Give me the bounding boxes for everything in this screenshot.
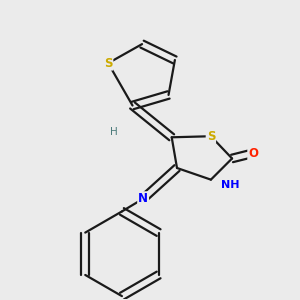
Text: S: S [104,57,112,70]
Text: H: H [110,127,117,137]
Text: NH: NH [221,180,239,190]
Text: O: O [248,147,258,160]
Text: S: S [207,130,215,143]
Text: N: N [138,192,148,205]
